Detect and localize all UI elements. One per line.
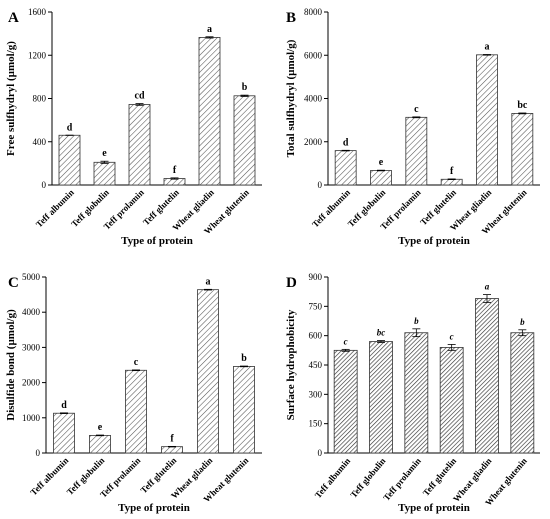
y-axis-title: Surface hydrophobicity <box>285 309 297 420</box>
y-tick-label: 0 <box>36 448 41 458</box>
panel-c: C 0 1000 2000 3000 4000 5000 Disulfide bond (µm… <box>5 272 262 514</box>
y-tick-label: 750 <box>309 301 323 311</box>
significance-letter: b <box>241 353 247 364</box>
y-tick-label: 1600 <box>28 7 47 17</box>
significance-letter: c <box>414 104 419 115</box>
bar <box>510 332 535 454</box>
significance-letter: a <box>206 276 211 287</box>
bar <box>475 298 499 454</box>
y-tick-label: 1200 <box>28 50 47 60</box>
significance-letter: c <box>450 331 454 341</box>
significance-letter: d <box>61 400 67 411</box>
significance-letter: cd <box>135 91 145 102</box>
y-tick-label: 6000 <box>304 50 323 60</box>
significance-letter: c <box>344 336 348 346</box>
y-tick-label: 5000 <box>22 272 41 282</box>
bar <box>161 446 183 454</box>
significance-letter: f <box>450 166 454 177</box>
panel-letter: A <box>8 10 19 26</box>
significance-letter: d <box>343 137 349 148</box>
x-axis-title: Type of protein <box>118 502 190 514</box>
y-tick-label: 4000 <box>304 94 323 104</box>
y-tick-label: 1000 <box>22 413 41 423</box>
y-tick-label: 0 <box>318 180 323 190</box>
significance-letter: e <box>98 422 103 433</box>
bar <box>333 349 358 454</box>
y-tick-label: 900 <box>309 272 323 282</box>
bar <box>125 369 147 454</box>
x-tick-label: Teff albumin <box>28 455 70 497</box>
x-tick-label: Teff prolamin <box>381 456 423 503</box>
significance-letter: e <box>102 148 107 159</box>
bar <box>89 434 111 454</box>
bar <box>370 170 392 186</box>
bar <box>404 332 429 454</box>
bar <box>197 289 219 454</box>
bar <box>233 95 256 186</box>
y-tick-label: 800 <box>33 94 47 104</box>
significance-letter: bc <box>517 100 528 111</box>
y-tick-label: 600 <box>309 331 323 341</box>
y-tick-label: 400 <box>33 137 47 147</box>
bar <box>58 134 81 186</box>
significance-letter: c <box>134 357 139 368</box>
y-axis-title: Free sulfhydryl (µmol/g) <box>5 41 17 156</box>
panel-d: D 0 150 300 450 600 750 900 Surface hydrophobici… <box>285 272 540 514</box>
x-axis-title: Type of protein <box>398 235 470 247</box>
bar <box>233 366 255 454</box>
y-tick-label: 8000 <box>304 7 323 17</box>
significance-letter: b <box>414 316 419 326</box>
x-axis-title: Type of protein <box>121 235 193 247</box>
panel-a: A 0 400 800 1200 1600 Free sulfhydryl (µmol/g)… <box>5 7 262 247</box>
y-tick-label: 450 <box>309 360 323 370</box>
bar <box>369 341 393 454</box>
significance-letter: b <box>520 317 525 327</box>
panel-letter: C <box>8 275 19 291</box>
y-tick-label: 150 <box>309 419 323 429</box>
significance-letter: a <box>207 24 212 35</box>
x-tick-label: Teff globulin <box>348 456 387 500</box>
bar <box>511 113 534 186</box>
y-tick-label: 3000 <box>22 342 41 352</box>
y-axis-title: Total sulfhydryl (µmol/g) <box>285 39 297 157</box>
x-axis-title: Type of protein <box>398 502 470 514</box>
bar <box>93 161 116 186</box>
y-tick-label: 4000 <box>22 307 41 317</box>
y-tick-label: 0 <box>318 448 323 458</box>
significance-letter: a <box>485 41 490 52</box>
bar <box>128 104 151 186</box>
bar <box>198 37 221 186</box>
panel-b: B 0 2000 4000 6000 8000 Total sulfhydryl (µmol… <box>285 7 540 247</box>
bar <box>440 178 463 186</box>
y-tick-label: 300 <box>309 389 323 399</box>
significance-letter: e <box>379 157 384 168</box>
x-tick-label: Teff albumin <box>313 456 352 500</box>
y-tick-label: 2000 <box>22 378 41 388</box>
bar <box>476 54 498 186</box>
significance-letter: a <box>485 282 490 292</box>
bar <box>53 412 75 454</box>
significance-letter: b <box>242 82 248 93</box>
panel-letter: B <box>286 10 296 26</box>
y-axis-title: Disulfide bond (µmol/g) <box>5 309 17 421</box>
panel-letter: D <box>286 275 297 291</box>
bar <box>439 346 464 454</box>
significance-letter: f <box>170 433 174 444</box>
bar <box>405 116 428 186</box>
bar <box>334 150 357 186</box>
y-tick-label: 2000 <box>304 137 323 147</box>
significance-letter: d <box>67 122 73 133</box>
significance-letter: f <box>173 165 177 176</box>
x-tick-label: Teff glutelin <box>421 456 458 498</box>
y-tick-label: 0 <box>42 180 47 190</box>
significance-letter: bc <box>377 328 386 338</box>
